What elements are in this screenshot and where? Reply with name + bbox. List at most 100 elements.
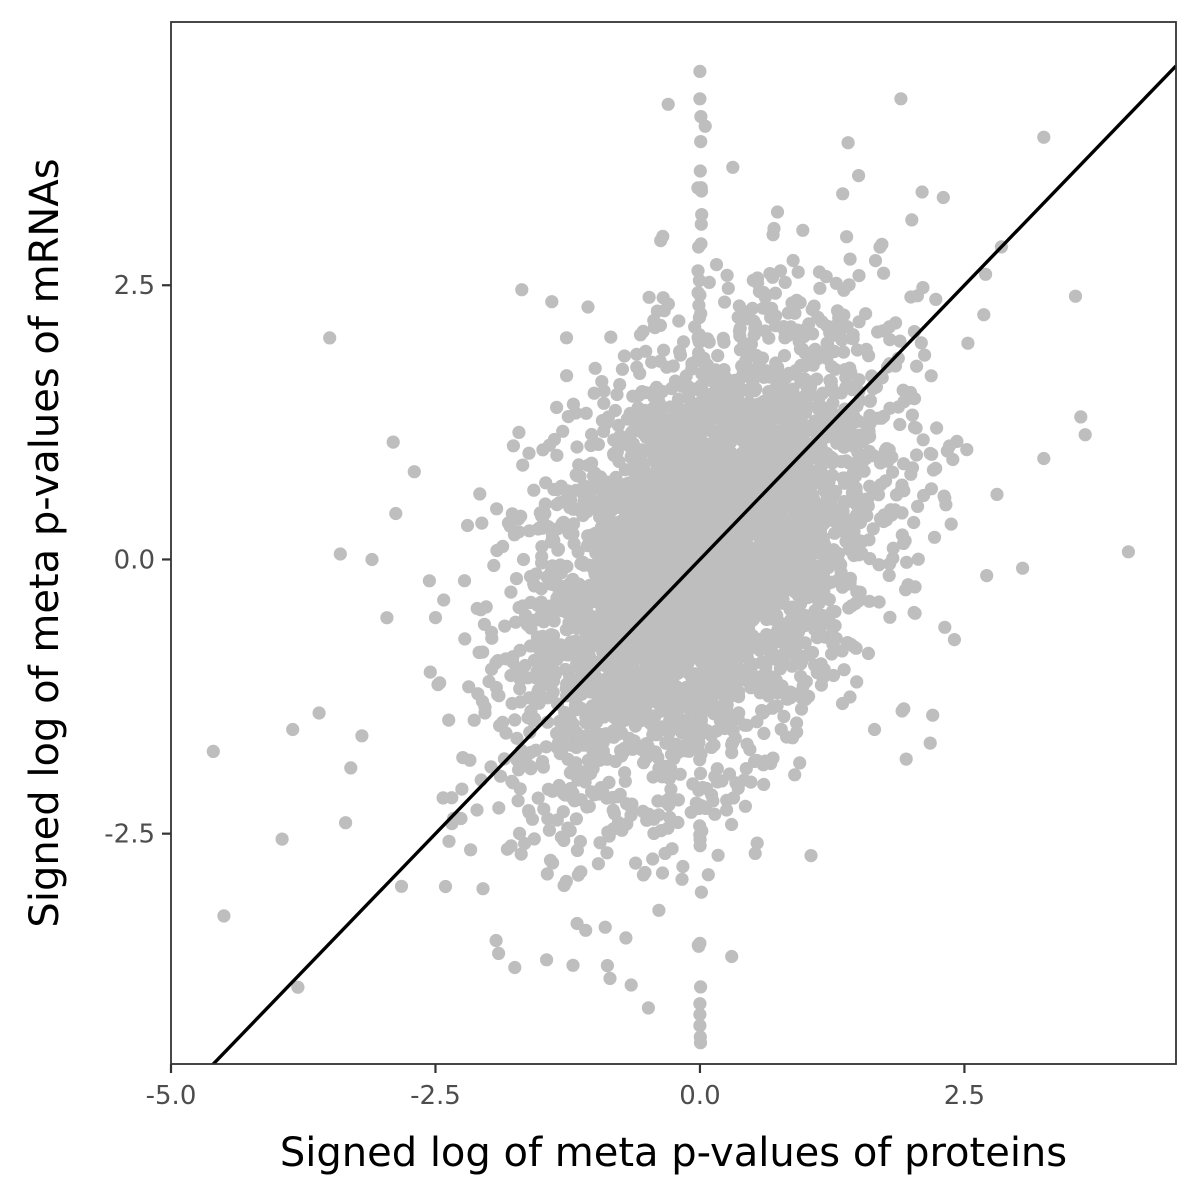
scatter-point [826,621,840,635]
scatter-point [490,502,504,516]
scatter-point [549,576,564,590]
scatter-point [476,882,490,896]
scatter-point [559,623,574,637]
scatter-point [1016,561,1030,575]
scatter-point [702,275,716,289]
scatter-point [752,575,766,589]
scatter-point [834,455,848,469]
scatter-point [1121,545,1135,559]
scatter-point [746,426,760,440]
scatter-point [768,286,783,300]
scatter-point [894,92,908,106]
scatter-point [475,694,490,709]
scatter-point [526,714,540,728]
scatter-point [1074,410,1088,424]
scatter-point [623,487,638,501]
scatter-point [514,509,528,523]
scatter-point [936,190,950,205]
scatter-point [473,487,487,501]
scatter-point [663,400,677,414]
scatter-point [394,879,409,893]
scatter-point [721,281,735,295]
scatter-point [778,275,792,289]
scatter-point [662,469,676,483]
scatter-point [893,334,907,348]
scatter-point [693,331,707,345]
scatter-point [706,400,720,414]
scatter-point [726,724,740,738]
scatter-point [764,310,778,324]
scatter-point [863,408,877,423]
scatter-point [556,424,570,438]
scatter-point [333,547,347,561]
scatter-point [524,760,538,774]
scatter-point [610,387,624,402]
scatter-point [692,240,706,254]
x-tick-label: -2.5 [410,1081,461,1111]
x-tick-label: 2.5 [944,1081,985,1111]
scatter-point [312,706,326,720]
scatter-point [581,300,595,314]
scatter-point [753,588,767,602]
scatter-point [536,443,550,457]
scatter-point [722,393,736,407]
scatter-point [883,557,897,571]
scatter-point [679,369,693,383]
scatter-point [808,623,822,637]
scatter-point [790,725,804,739]
scatter-point [516,599,530,613]
scatter-point [693,64,707,78]
y-tick-label: 0.0 [114,545,155,575]
scatter-point [794,702,809,716]
scatter-point [597,424,611,438]
scatter-point [636,569,650,584]
scatter-point [757,726,771,741]
scatter-point [818,556,833,571]
scatter-point [929,292,943,306]
scatter-point [720,268,734,282]
scatter-point [629,549,643,563]
scatter-point [694,885,709,899]
scatter-point [899,583,913,597]
scatter-point [591,437,606,451]
scatter-point [621,537,635,551]
scatter-point [593,636,608,650]
scatter-point [553,714,567,729]
scatter-point [664,421,678,435]
scatter-point [562,526,576,540]
scatter-point [697,351,711,365]
scatter-point [661,97,675,111]
scatter-point [692,783,706,797]
scatter-point [591,857,606,871]
scatter-point [709,558,723,572]
scatter-point [462,680,476,694]
scatter-point [546,856,560,870]
scatter-point [489,680,503,695]
scatter-point [539,740,553,754]
scatter-point [930,421,944,435]
scatter-point [844,415,858,429]
scatter-point [695,670,709,684]
scatter-point [861,492,875,506]
scatter-point [1037,130,1051,144]
scatter-point [734,579,748,593]
scatter-point [476,645,490,659]
scatter-point [540,867,554,881]
scatter-point [533,521,547,535]
y-axis: -2.5 0.0 2.5 [104,271,171,850]
scatter-point [745,408,759,422]
scatter-point [938,620,952,634]
scatter-point [508,960,522,975]
scatter-point [725,817,739,832]
scatter-point [842,278,856,292]
scatter-point [602,584,616,598]
scatter-point [637,461,651,475]
scatter-point [576,508,590,523]
scatter-point [598,532,612,547]
scatter-point [579,923,593,937]
scatter-point [540,570,554,584]
scatter-point [666,359,680,373]
scatter-point [664,762,678,776]
scatter-point [799,674,813,689]
scatter-point [807,299,821,313]
